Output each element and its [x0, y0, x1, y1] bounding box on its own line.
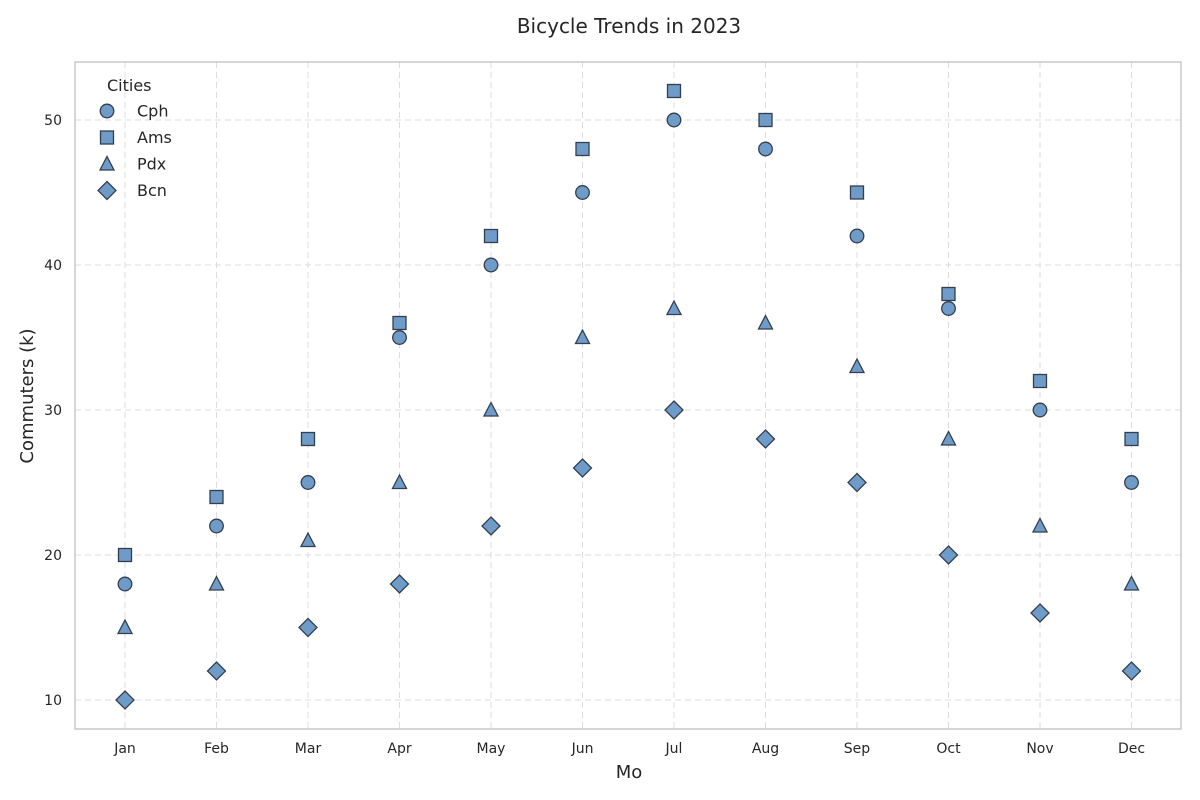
legend-label-bcn: Bcn — [137, 181, 167, 200]
data-point-cph — [483, 257, 499, 273]
x-tick-label: Jun — [571, 741, 594, 757]
legend-marker-ams — [99, 130, 115, 145]
y-tick-label: 10 — [44, 693, 62, 709]
plot-frame — [74, 61, 1182, 730]
data-point-pdx — [665, 299, 683, 316]
legend-marker-bcn — [97, 180, 117, 201]
legend: Cities Cph Ams Pdx Bcn — [97, 76, 172, 201]
x-tick-label: Nov — [1026, 741, 1053, 757]
y-axis-ticks: 10 20 30 40 50 — [44, 113, 62, 709]
x-tick-label: Dec — [1118, 741, 1145, 757]
legend-title: Cities — [107, 76, 152, 95]
x-tick-label: Oct — [936, 741, 961, 757]
data-point-ams — [575, 141, 590, 157]
data-point-pdx — [1031, 517, 1049, 533]
data-point-bcn — [115, 690, 135, 710]
legend-label-pdx: Pdx — [137, 155, 166, 174]
x-tick-label: May — [477, 741, 506, 757]
data-point-cph — [392, 330, 407, 345]
data-point-pdx — [757, 314, 774, 330]
x-axis-ticks: Jan Feb Mar Apr May Jun Jul Aug Sep Oct Nov Dec — [113, 741, 1145, 757]
data-point-ams — [849, 185, 865, 200]
data-point-bcn — [1030, 603, 1050, 623]
x-tick-label: Mar — [295, 741, 322, 757]
y-tick-label: 50 — [44, 113, 62, 129]
legend-items: Cph Ams Pdx Bcn — [97, 102, 172, 201]
data-point-ams — [1124, 431, 1139, 447]
data-point-ams — [941, 286, 956, 302]
data-point-cph — [666, 112, 682, 128]
legend-label-cph: Cph — [137, 102, 168, 121]
x-tick-label: Apr — [387, 741, 411, 757]
data-point-ams — [300, 431, 316, 447]
data-point-bcn — [572, 458, 593, 478]
data-point-ams — [1032, 373, 1048, 389]
data-point-ams — [666, 83, 682, 99]
data-point-pdx — [299, 531, 317, 548]
data-point-ams — [117, 547, 133, 563]
x-tick-label: Jan — [113, 741, 136, 757]
data-point-bcn — [481, 516, 501, 536]
data-point-pdx — [574, 328, 591, 345]
data-point-pdx — [940, 430, 957, 446]
data-point-pdx — [116, 618, 134, 635]
x-tick-label: Aug — [752, 741, 779, 757]
data-points — [115, 83, 1142, 710]
data-point-bcn — [938, 545, 959, 565]
data-point-cph — [1124, 475, 1139, 490]
legend-marker-cph — [99, 103, 115, 119]
data-point-pdx — [848, 357, 866, 374]
data-point-pdx — [1123, 575, 1140, 591]
data-point-bcn — [1121, 661, 1142, 681]
data-point-pdx — [208, 575, 225, 591]
data-point-bcn — [298, 617, 318, 638]
y-tick-label: 20 — [44, 548, 62, 564]
data-point-bcn — [847, 472, 867, 493]
data-point-bcn — [664, 400, 684, 420]
y-tick-label: 30 — [44, 403, 62, 419]
data-point-bcn — [755, 429, 776, 449]
data-point-cph — [1032, 402, 1048, 418]
data-point-pdx — [391, 473, 408, 490]
x-axis-label: Mo — [616, 762, 643, 783]
x-tick-label: Jul — [665, 741, 683, 757]
data-point-ams — [392, 315, 407, 331]
grid — [75, 62, 1181, 729]
x-tick-label: Sep — [844, 741, 871, 757]
data-point-bcn — [206, 661, 227, 681]
data-point-cph — [209, 518, 224, 534]
data-point-cph — [117, 576, 133, 592]
data-point-cph — [300, 475, 316, 490]
data-point-pdx — [482, 401, 500, 417]
x-tick-label: Feb — [204, 741, 229, 757]
legend-marker-pdx — [98, 155, 116, 171]
data-point-ams — [483, 228, 499, 244]
data-point-cph — [575, 185, 590, 200]
legend-label-ams: Ams — [137, 128, 172, 147]
data-point-cph — [758, 141, 773, 157]
y-tick-label: 40 — [44, 258, 62, 274]
y-axis-label: Commuters (k) — [17, 328, 38, 463]
data-point-cph — [849, 228, 865, 244]
data-point-ams — [758, 112, 773, 128]
data-point-bcn — [389, 574, 410, 594]
data-point-cph — [941, 301, 956, 316]
data-point-ams — [209, 489, 224, 505]
chart-title: Bicycle Trends in 2023 — [517, 14, 741, 38]
